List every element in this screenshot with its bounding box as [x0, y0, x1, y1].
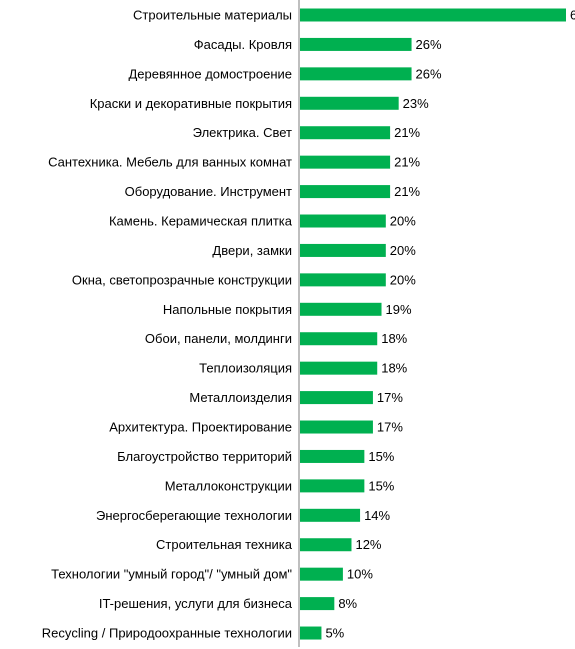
- category-label-14: Архитектура. Проектирование: [109, 420, 292, 435]
- bar-14: [300, 420, 373, 434]
- value-label-7: 20%: [390, 214, 416, 229]
- value-label-18: 12%: [355, 537, 381, 552]
- bar-2: [300, 67, 412, 81]
- value-labels-group: 62% 26% 26% 23% 21% 21% 21% 20% 20% 20% 19% 18% 18% 1…: [325, 8, 575, 641]
- category-label-5: Сантехника. Мебель для ванных комнат: [48, 155, 292, 170]
- bar-19: [300, 567, 343, 581]
- category-label-2: Деревянное домостроение: [128, 66, 292, 81]
- category-labels-group: Строительные материалы Фасады. Кровля Дере…: [42, 8, 293, 641]
- value-label-17: 14%: [364, 508, 390, 523]
- bar-1: [300, 37, 412, 51]
- category-label-17: Энергосберегающие технологии: [96, 508, 292, 523]
- value-label-15: 15%: [368, 449, 394, 464]
- bar-11: [300, 332, 378, 346]
- value-label-14: 17%: [377, 420, 403, 435]
- bar-6: [300, 185, 391, 199]
- bar-20: [300, 597, 335, 611]
- value-label-20: 8%: [338, 596, 357, 611]
- value-label-19: 10%: [347, 567, 373, 582]
- category-label-13: Металлоизделия: [189, 390, 292, 405]
- category-label-15: Благоустройство территорий: [117, 449, 292, 464]
- bar-10: [300, 302, 382, 316]
- category-label-16: Металлоконструкции: [165, 478, 292, 493]
- category-label-21: Recycling / Природоохранные технологии: [42, 626, 292, 641]
- category-label-4: Электрика. Свет: [193, 125, 292, 140]
- bar-16: [300, 479, 365, 493]
- bar-8: [300, 243, 386, 257]
- bar-15: [300, 449, 365, 463]
- value-label-5: 21%: [394, 155, 420, 170]
- value-label-4: 21%: [394, 125, 420, 140]
- category-label-11: Обои, панели, молдинги: [145, 331, 292, 346]
- category-label-10: Напольные покрытия: [163, 302, 292, 317]
- bar-4: [300, 126, 391, 140]
- category-label-6: Оборудование. Инструмент: [125, 184, 292, 199]
- bar-0: [300, 8, 566, 22]
- category-label-1: Фасады. Кровля: [194, 37, 292, 52]
- category-label-20: IT-решения, услуги для бизнеса: [99, 596, 293, 611]
- category-label-0: Строительные материалы: [133, 8, 292, 23]
- value-label-6: 21%: [394, 184, 420, 199]
- value-label-9: 20%: [390, 272, 416, 287]
- value-label-8: 20%: [390, 243, 416, 258]
- value-label-1: 26%: [416, 37, 442, 52]
- category-label-8: Двери, замки: [212, 243, 292, 258]
- value-label-0: 62%: [570, 8, 575, 23]
- value-label-16: 15%: [368, 478, 394, 493]
- category-label-12: Теплоизоляция: [199, 361, 292, 376]
- category-label-3: Краски и декоративные покрытия: [90, 96, 292, 111]
- bar-5: [300, 155, 391, 169]
- bar-3: [300, 96, 399, 110]
- value-label-10: 19%: [386, 302, 412, 317]
- bar-9: [300, 273, 386, 287]
- category-label-19: Технологии "умный город"/ "умный дом": [51, 567, 292, 582]
- category-label-7: Камень. Керамическая плитка: [109, 214, 293, 229]
- bars-group: [300, 8, 566, 640]
- bar-21: [300, 626, 322, 640]
- bar-7: [300, 214, 386, 228]
- bar-12: [300, 361, 378, 375]
- bar-18: [300, 538, 352, 552]
- bar-17: [300, 508, 361, 522]
- value-label-12: 18%: [381, 361, 407, 376]
- bar-13: [300, 391, 373, 405]
- value-label-21: 5%: [325, 626, 344, 641]
- value-label-13: 17%: [377, 390, 403, 405]
- value-label-3: 23%: [403, 96, 429, 111]
- value-label-11: 18%: [381, 331, 407, 346]
- category-label-18: Строительная техника: [156, 537, 293, 552]
- value-label-2: 26%: [416, 66, 442, 81]
- category-label-9: Окна, светопрозрачные конструкции: [72, 272, 292, 287]
